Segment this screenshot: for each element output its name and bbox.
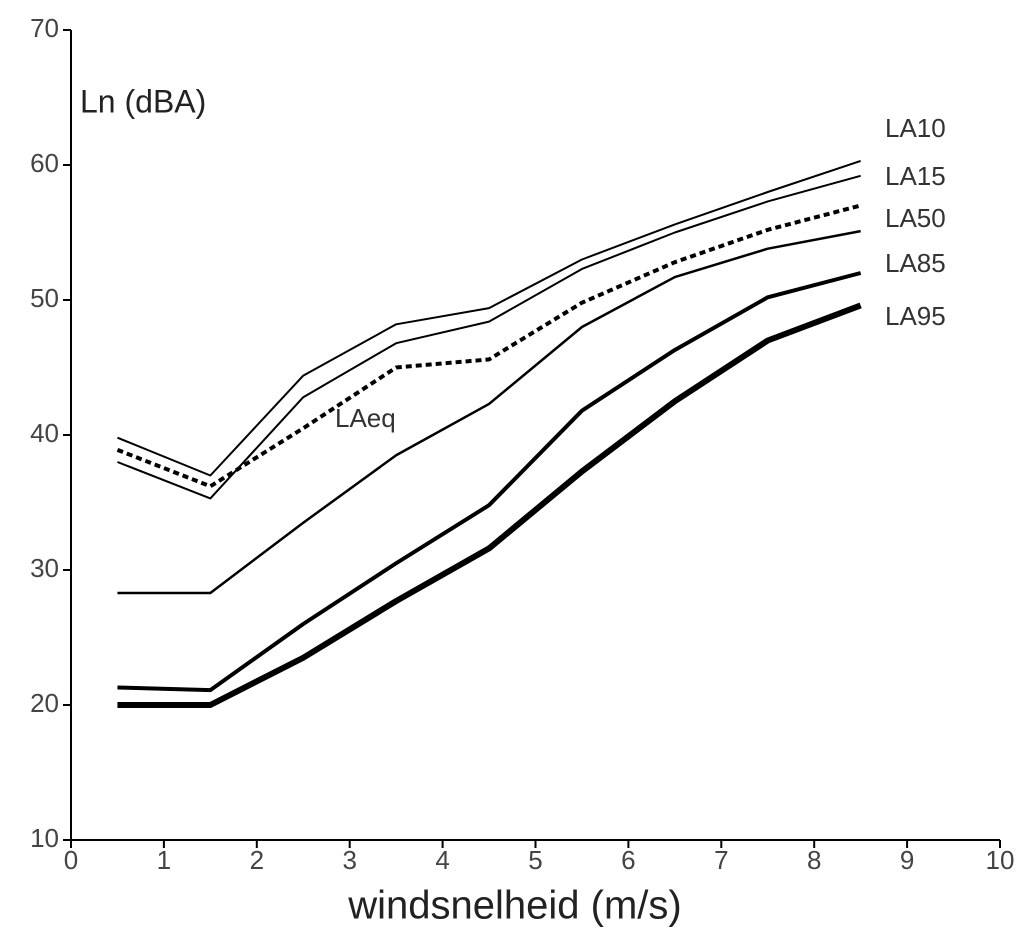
series-line [117,229,861,595]
x-tick-label: 10 [986,845,1015,875]
x-tick-label: 3 [342,845,356,875]
y-tick-label: 20 [30,688,59,718]
x-tick-label: 7 [714,845,728,875]
x-tick-label: 5 [528,845,542,875]
x-tick-label: 0 [64,845,78,875]
y-tick-label: 50 [30,283,59,313]
series-line [117,302,862,708]
series-label: LA10 [885,113,946,143]
y-tick-label: 40 [30,418,59,448]
series-label: LA15 [885,161,946,191]
y-tick-label: 30 [30,553,59,583]
x-tick-label: 2 [250,845,264,875]
x-tick-label: 6 [621,845,635,875]
y-tick-label: 70 [30,13,59,43]
series-line [117,174,861,500]
y-tick-label: 60 [30,148,59,178]
series-line [117,160,861,477]
x-tick-label: 8 [807,845,821,875]
x-tick-label: 9 [900,845,914,875]
series-label: LA85 [885,248,946,278]
y-tick-label: 10 [30,823,59,853]
series-line [117,271,862,693]
x-axis-label: windsnelheid (m/s) [347,884,681,928]
x-tick-label: 1 [157,845,171,875]
series-label: LA95 [885,301,946,331]
series-label: LA50 [885,203,946,233]
y-axis-label: Ln (dBA) [80,83,206,119]
series-label: LAeq [335,403,396,433]
x-tick-label: 4 [435,845,449,875]
series-line [116,203,862,489]
